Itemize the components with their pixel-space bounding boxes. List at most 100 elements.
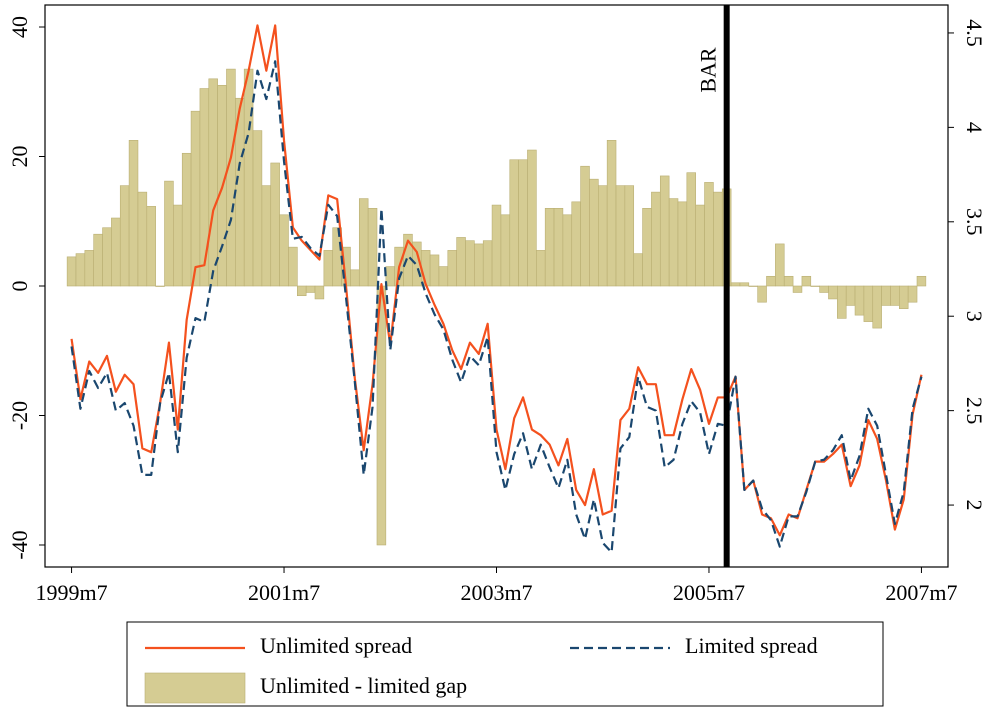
bar xyxy=(75,253,86,287)
bar xyxy=(84,250,94,287)
bar xyxy=(810,285,820,287)
bar xyxy=(704,182,714,287)
bar xyxy=(642,208,652,287)
x-tick-label: 2001m7 xyxy=(248,580,320,605)
bar xyxy=(775,243,785,287)
bar xyxy=(677,201,688,287)
y-tick-label: -20 xyxy=(7,401,32,430)
bar xyxy=(571,201,581,287)
bar xyxy=(668,198,679,287)
bar xyxy=(491,204,502,287)
bar xyxy=(881,285,891,306)
bar xyxy=(164,180,174,287)
x-tick-label: 1999m7 xyxy=(35,580,107,605)
bar xyxy=(305,285,316,293)
bar xyxy=(438,266,449,287)
y2-tick-label: 2.5 xyxy=(962,397,987,425)
y-tick-label: 40 xyxy=(7,16,32,38)
y2-tick-label: 3.5 xyxy=(962,208,987,236)
bar xyxy=(297,285,307,297)
bar xyxy=(102,227,112,287)
bar xyxy=(128,140,139,287)
annotation-label: BAR xyxy=(696,47,721,93)
bar xyxy=(659,175,670,287)
bar xyxy=(783,275,794,287)
bar xyxy=(137,191,148,287)
bar xyxy=(748,285,758,287)
y2-tick-label: 4.5 xyxy=(962,19,987,47)
bar xyxy=(173,204,183,287)
y2-tick-label: 4 xyxy=(962,122,987,133)
bar xyxy=(243,68,254,287)
bar xyxy=(580,165,590,287)
bar xyxy=(730,282,741,287)
bar xyxy=(181,152,192,287)
bar xyxy=(93,233,103,287)
bar xyxy=(872,285,882,329)
y-tick-label: 20 xyxy=(7,146,32,168)
bar xyxy=(739,282,750,287)
bar xyxy=(482,240,493,287)
bar xyxy=(288,246,298,287)
bar xyxy=(766,275,776,287)
bar xyxy=(624,185,635,287)
x-tick-label: 2005m7 xyxy=(673,580,745,605)
x-tick-label: 2003m7 xyxy=(460,580,532,605)
bar xyxy=(916,275,927,287)
bar xyxy=(146,206,156,287)
bar xyxy=(651,191,661,287)
bar xyxy=(429,254,440,287)
bar xyxy=(119,185,130,287)
bar xyxy=(323,250,334,287)
bar xyxy=(713,191,723,287)
bar xyxy=(509,159,519,287)
bar xyxy=(66,256,77,287)
bar xyxy=(899,285,909,309)
bar xyxy=(854,285,865,316)
line-series xyxy=(70,60,923,554)
legend-swatch xyxy=(144,672,246,704)
bar xyxy=(907,285,918,303)
x-tick-label: 2007m7 xyxy=(885,580,957,605)
bar xyxy=(252,130,263,287)
bar xyxy=(155,285,165,287)
line-series xyxy=(70,24,923,537)
bar xyxy=(261,185,272,287)
y-tick-label: 0 xyxy=(7,281,32,292)
bar xyxy=(518,159,528,287)
bar xyxy=(606,140,617,287)
legend-box xyxy=(126,621,884,707)
bar xyxy=(358,198,369,287)
bar xyxy=(527,149,537,287)
bar xyxy=(500,214,511,287)
bar xyxy=(845,285,856,306)
legend-label: Limited spread xyxy=(685,633,818,658)
bar xyxy=(536,250,546,287)
bar xyxy=(863,285,874,322)
bar xyxy=(695,204,705,287)
bar xyxy=(757,285,767,303)
bar xyxy=(456,237,466,287)
y-tick-label: -40 xyxy=(7,530,32,559)
bar xyxy=(190,110,201,287)
bar xyxy=(801,275,812,287)
bar xyxy=(226,68,236,287)
bar xyxy=(828,285,838,300)
bar xyxy=(208,78,218,287)
bar xyxy=(350,269,360,287)
bar xyxy=(270,162,280,287)
bar xyxy=(562,214,573,287)
bar xyxy=(792,285,803,293)
bar xyxy=(819,285,829,293)
bar xyxy=(890,285,900,306)
bar xyxy=(447,250,457,287)
bar xyxy=(598,185,608,287)
bar xyxy=(279,214,289,287)
y2-tick-label: 2 xyxy=(962,500,987,511)
bar xyxy=(615,185,626,287)
bar xyxy=(474,243,484,287)
bar xyxy=(199,88,210,287)
bar xyxy=(111,217,121,287)
